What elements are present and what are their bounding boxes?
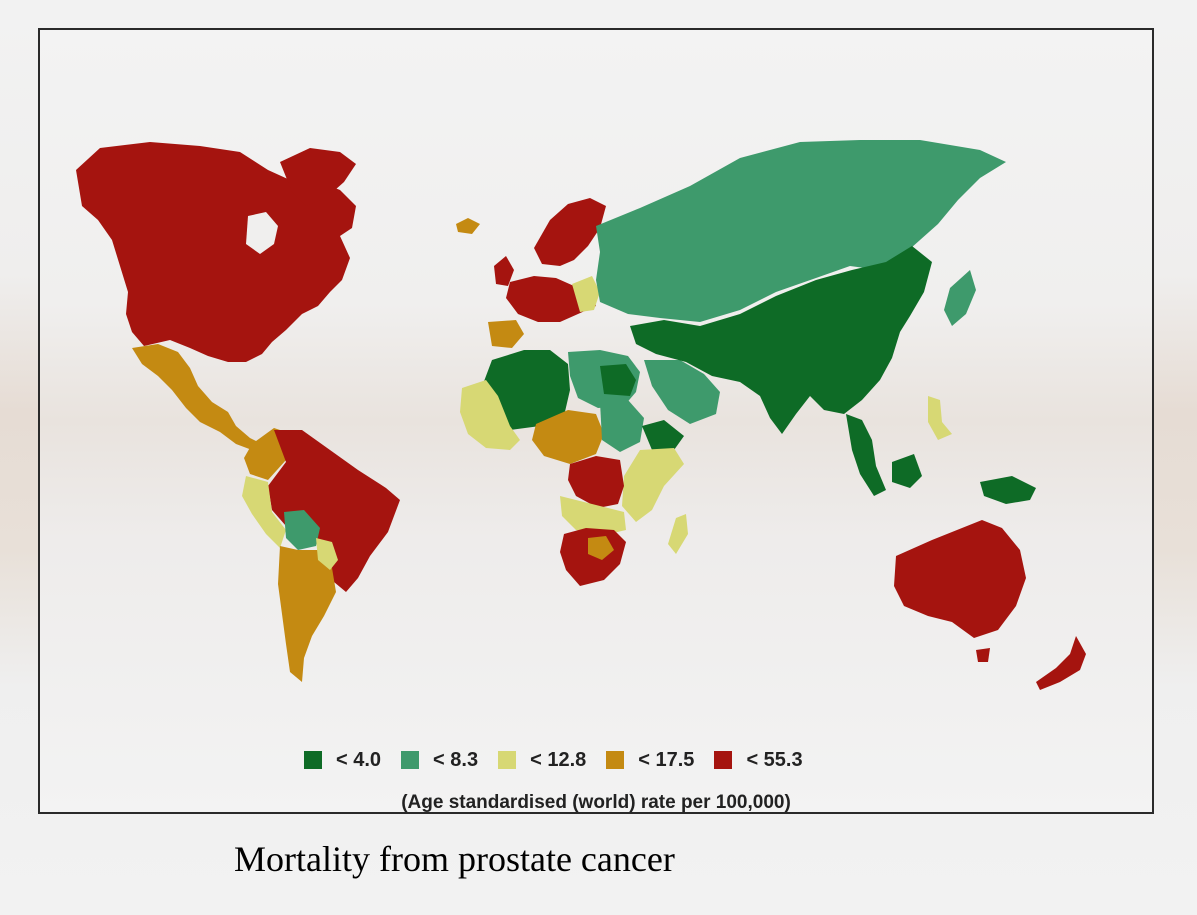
region-scandinavia bbox=[534, 198, 606, 266]
region-middle-east bbox=[644, 360, 720, 424]
region-ethiopia bbox=[642, 420, 684, 450]
region-paraguay bbox=[316, 538, 338, 570]
legend-item: < 12.8 bbox=[498, 749, 586, 772]
region-central-africa bbox=[532, 410, 604, 464]
region-peru bbox=[242, 476, 286, 548]
region-argentina bbox=[278, 546, 336, 682]
region-brazil bbox=[268, 430, 400, 592]
page-title: Mortality from prostate cancer bbox=[234, 839, 675, 879]
region-north-america bbox=[76, 142, 356, 362]
legend-item: < 4.0 bbox=[304, 749, 381, 772]
region-hudson-bay bbox=[246, 212, 278, 254]
legend-label: < 17.5 bbox=[638, 748, 695, 771]
legend: < 4.0 < 8.3 < 12.8 < 17.5 < 55.3 bbox=[304, 746, 823, 774]
legend-swatch bbox=[304, 751, 322, 769]
region-eastern-europe bbox=[572, 276, 600, 312]
region-south-africa bbox=[560, 528, 626, 586]
legend-label: < 12.8 bbox=[530, 748, 587, 771]
region-new-zealand bbox=[1036, 636, 1086, 690]
region-greenland bbox=[280, 148, 356, 206]
legend-swatch bbox=[606, 751, 625, 769]
region-madagascar bbox=[668, 514, 688, 554]
region-indonesia bbox=[892, 454, 922, 488]
region-mexico bbox=[132, 344, 262, 450]
region-west-africa bbox=[460, 380, 520, 450]
region-australia bbox=[894, 520, 1026, 638]
region-iceland bbox=[456, 218, 480, 234]
region-se-asia bbox=[846, 414, 886, 496]
region-iberia bbox=[488, 320, 524, 348]
region-east-africa bbox=[622, 448, 684, 522]
legend-label: < 55.3 bbox=[746, 748, 803, 771]
legend-swatch bbox=[498, 751, 517, 769]
region-bolivia bbox=[284, 510, 320, 550]
region-egypt bbox=[600, 364, 636, 396]
region-central-asia bbox=[630, 246, 932, 434]
region-new-guinea bbox=[980, 476, 1036, 504]
region-philippines bbox=[928, 396, 952, 440]
region-botswana bbox=[588, 536, 614, 560]
region-uk bbox=[494, 256, 514, 286]
world-map bbox=[76, 140, 1086, 690]
region-tasmania bbox=[976, 648, 990, 662]
region-sudan bbox=[600, 400, 644, 452]
region-japan bbox=[944, 270, 976, 326]
legend-swatch bbox=[401, 751, 420, 769]
legend-item: < 55.3 bbox=[714, 748, 803, 772]
legend-item: < 8.3 bbox=[401, 749, 478, 772]
region-russia bbox=[596, 140, 1006, 322]
legend-swatch bbox=[714, 751, 733, 769]
region-southern-africa bbox=[560, 496, 626, 536]
legend-item: < 17.5 bbox=[606, 749, 694, 772]
legend-label: < 4.0 bbox=[336, 748, 382, 771]
region-congo bbox=[568, 456, 624, 508]
legend-caption: (Age standardised (world) rate per 100,0… bbox=[401, 792, 791, 813]
legend-label: < 8.3 bbox=[433, 748, 479, 771]
map-frame: < 4.0 < 8.3 < 12.8 < 17.5 < 55.3 (Age st… bbox=[38, 28, 1154, 814]
